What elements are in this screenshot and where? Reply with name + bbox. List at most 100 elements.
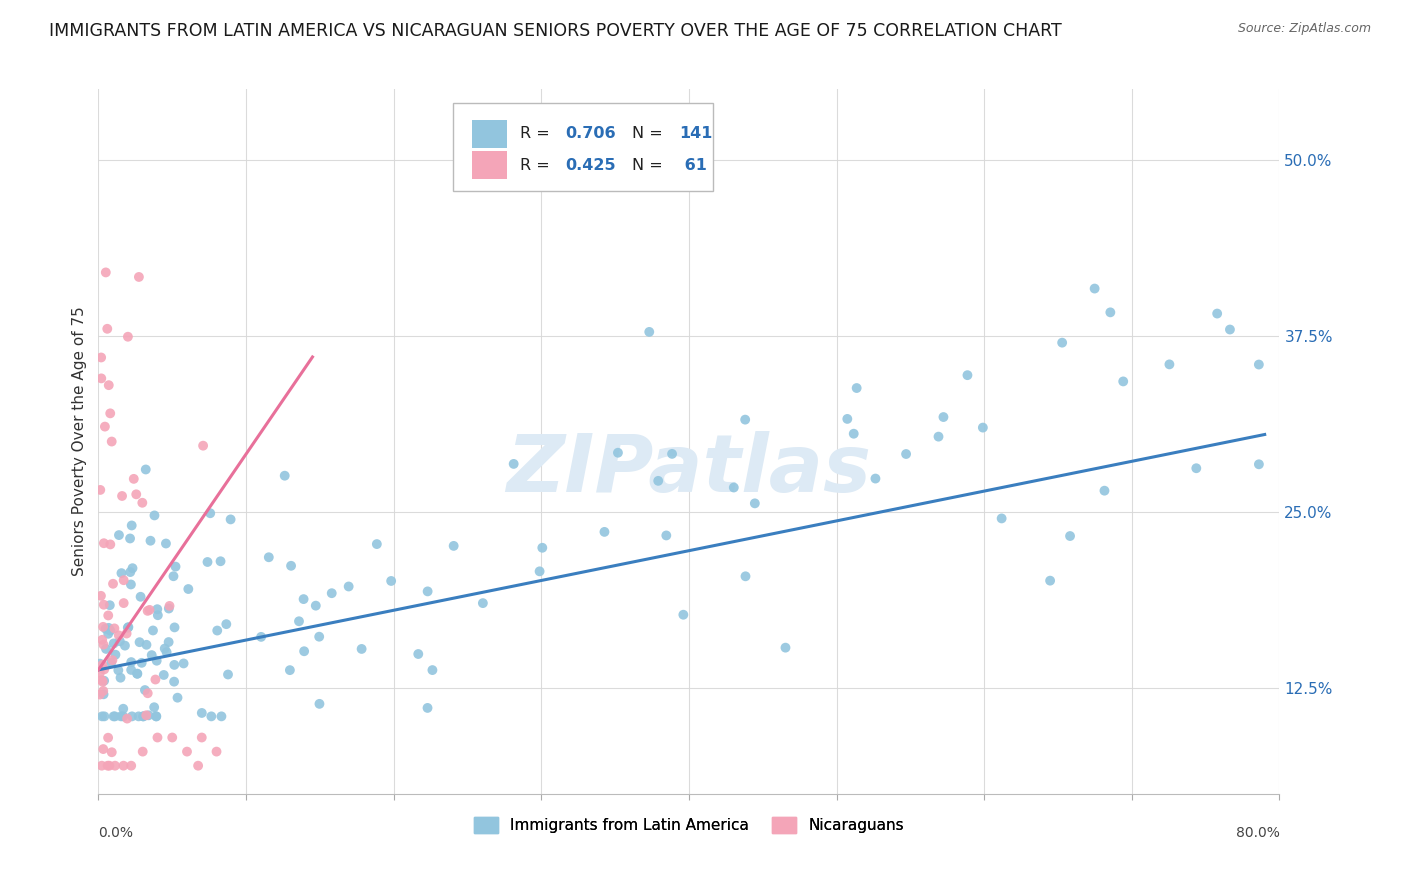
Point — [744, 496, 766, 510]
Legend: Immigrants from Latin America, Nicaraguans: Immigrants from Latin America, Nicaragua… — [467, 811, 911, 839]
Point — [143, 700, 166, 714]
Point — [163, 620, 186, 634]
Point — [845, 381, 868, 395]
Point — [97, 608, 120, 623]
Text: 61: 61 — [679, 158, 707, 173]
Point — [91, 620, 114, 634]
Point — [98, 537, 121, 551]
Point — [380, 574, 402, 588]
Point — [638, 325, 661, 339]
Point — [143, 508, 166, 523]
Point — [166, 690, 188, 705]
Point — [97, 731, 120, 745]
Text: R =: R = — [520, 158, 555, 173]
Point — [894, 447, 917, 461]
Point — [103, 636, 125, 650]
Point — [117, 621, 139, 635]
Point — [305, 599, 328, 613]
Point — [1099, 305, 1122, 319]
Point — [93, 662, 115, 676]
Text: N =: N = — [633, 158, 668, 173]
Point — [288, 614, 311, 628]
Point — [607, 446, 630, 460]
Point — [108, 528, 131, 542]
FancyBboxPatch shape — [471, 120, 508, 148]
Point — [187, 758, 209, 772]
Point — [94, 622, 117, 636]
Point — [120, 565, 142, 579]
Point — [104, 648, 127, 662]
Text: 141: 141 — [679, 126, 713, 141]
Point — [115, 626, 138, 640]
Point — [162, 731, 183, 745]
Point — [350, 642, 373, 657]
Point — [112, 709, 135, 723]
Point — [1185, 461, 1208, 475]
Point — [103, 709, 125, 723]
Text: ZIPatlas: ZIPatlas — [506, 431, 872, 508]
Point — [257, 550, 280, 565]
Point — [90, 758, 112, 772]
Point — [98, 598, 121, 612]
Point — [138, 708, 160, 723]
Point — [321, 586, 343, 600]
Point — [200, 709, 222, 723]
Point — [1247, 458, 1270, 472]
Point — [217, 667, 239, 681]
Point — [89, 688, 111, 702]
FancyBboxPatch shape — [453, 103, 713, 192]
Point — [141, 648, 163, 662]
Point — [96, 322, 118, 336]
Point — [110, 566, 132, 581]
Point — [122, 472, 145, 486]
Point — [139, 533, 162, 548]
Point — [135, 462, 157, 476]
Point — [956, 368, 979, 383]
Point — [93, 536, 115, 550]
Point — [117, 620, 139, 634]
Point — [155, 645, 177, 659]
Point — [173, 657, 195, 671]
Point — [91, 709, 114, 723]
Point — [138, 603, 160, 617]
Point — [120, 663, 142, 677]
Point — [531, 541, 554, 555]
Point — [89, 483, 111, 497]
Text: 0.706: 0.706 — [565, 126, 616, 141]
Point — [100, 656, 122, 670]
Point — [209, 554, 232, 568]
Point — [1112, 375, 1135, 389]
Point — [98, 624, 121, 638]
Point — [191, 706, 214, 720]
Point — [734, 569, 756, 583]
Point — [128, 635, 150, 649]
Point — [176, 745, 198, 759]
Point — [865, 472, 887, 486]
Point — [207, 624, 229, 638]
Point — [163, 674, 186, 689]
Point — [1084, 281, 1107, 295]
Point — [131, 656, 153, 670]
Point — [97, 627, 120, 641]
Point — [125, 487, 148, 501]
Point — [1039, 574, 1062, 588]
Point — [89, 665, 111, 680]
Point — [672, 607, 695, 622]
Point — [443, 539, 465, 553]
Point — [91, 674, 114, 689]
Point — [292, 592, 315, 607]
Point — [136, 686, 159, 700]
Point — [132, 745, 155, 759]
Point — [163, 657, 186, 672]
Point — [1206, 307, 1229, 321]
Point — [145, 654, 167, 668]
Point — [1094, 483, 1116, 498]
Point — [90, 589, 112, 603]
Point — [97, 758, 120, 772]
Point — [209, 709, 232, 723]
Point — [97, 621, 120, 635]
Point — [98, 758, 121, 772]
Point — [162, 569, 184, 583]
Point — [200, 506, 222, 520]
Point — [308, 630, 330, 644]
